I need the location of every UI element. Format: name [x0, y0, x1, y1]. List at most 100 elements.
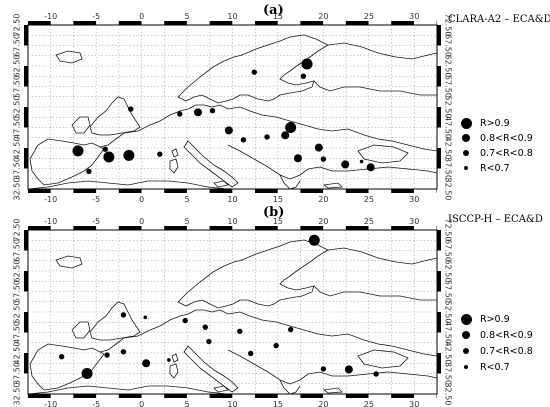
coast-caspian-black-sea — [357, 349, 409, 369]
coast-italy — [183, 345, 239, 393]
station-marker-small — [104, 352, 110, 358]
station-marker-large — [308, 234, 320, 246]
coast-iberia — [29, 146, 105, 186]
legend-item-r-0-7-0-8: 0.7<R<0.8 — [458, 344, 533, 358]
station-marker-small — [128, 106, 134, 112]
panel-a-title: CLARA-A2 – ECA&D — [448, 14, 550, 25]
legend-label: R<0.7 — [480, 162, 510, 174]
station-marker-small — [120, 349, 127, 355]
lon-tick-label-top: -10 — [44, 217, 57, 226]
map-b-graticule — [28, 230, 437, 394]
lon-tick-label-bottom: 10 — [227, 195, 237, 204]
lon-tick-label-top: 15 — [273, 12, 283, 21]
map-a-dashed-border — [24, 21, 441, 193]
station-marker-medium — [293, 154, 302, 163]
lat-tick-label-right: 52.50 — [444, 96, 453, 119]
lon-tick-label-bottom: 20 — [318, 400, 328, 407]
station-marker-large — [301, 58, 313, 70]
station-marker-small — [157, 151, 163, 157]
station-marker-medium — [366, 163, 375, 172]
coast-iceland — [55, 50, 83, 64]
lat-tick-label-right: 72.50 — [444, 219, 453, 242]
legend-item-r-lt-0-7: R<0.7 — [458, 360, 510, 374]
lon-tick-label-top: 25 — [364, 12, 374, 21]
coast-continent — [29, 104, 438, 160]
station-marker-small — [102, 146, 108, 152]
lat-tick-label-right: 47.50 — [444, 321, 453, 344]
lon-tick-label-bottom: 5 — [185, 400, 190, 407]
station-marker-medium — [341, 160, 350, 169]
station-marker-tiny — [143, 315, 148, 320]
panel-b-title: ISCCP-H – ECA&D — [448, 214, 543, 225]
station-marker-small — [247, 350, 254, 357]
lon-tick-label-bottom: 30 — [409, 195, 419, 204]
station-marker-small — [320, 366, 327, 372]
coast-caspian-black-sea — [357, 144, 409, 164]
station-marker-small — [251, 69, 258, 75]
lat-tick-label-left: 72.50 — [13, 14, 22, 37]
coast-corsica — [171, 353, 179, 363]
lat-tick-label-right: 32.50 — [444, 178, 453, 201]
coast-iceland — [55, 255, 83, 269]
lon-tick-label-top: 5 — [185, 217, 190, 226]
legend-item-r-gt-0-9: R>0.9 — [458, 116, 510, 130]
legend-small-dot-icon — [463, 348, 469, 354]
map-b-stations — [58, 234, 379, 379]
coast-balkans — [227, 349, 438, 385]
station-marker-small — [202, 324, 208, 330]
coast-balkans — [227, 144, 438, 180]
legend-tiny-dot-icon — [464, 166, 468, 170]
panel-b-label: (b) — [263, 205, 285, 220]
lat-tick-label-left: 47.50 — [13, 116, 22, 139]
coast-corsica — [171, 148, 179, 158]
station-marker-medium — [193, 108, 202, 117]
lon-tick-label-top: 20 — [318, 217, 328, 226]
lat-tick-label-left: 62.50 — [13, 55, 22, 78]
coast-ireland — [71, 116, 91, 134]
station-marker-small — [240, 137, 247, 143]
station-marker-tiny — [167, 358, 171, 362]
lat-tick-label-right: 32.50 — [444, 383, 453, 406]
legend-label: R>0.9 — [480, 117, 510, 129]
legend-item-r-lt-0-7: R<0.7 — [458, 161, 510, 175]
lat-tick-label-right: 52.50 — [444, 301, 453, 324]
station-marker-medium — [281, 131, 290, 140]
lon-tick-label-top: -5 — [92, 217, 100, 226]
lon-tick-label-bottom: 0 — [139, 400, 144, 407]
legend-label: R<0.7 — [480, 361, 510, 373]
coast-sicily — [213, 385, 229, 393]
legend-label: 0.7<R<0.8 — [480, 147, 533, 159]
station-marker-small — [209, 107, 216, 114]
lat-tick-label-left: 37.50 — [13, 157, 22, 180]
map-a-stations — [72, 58, 375, 175]
station-marker-medium — [142, 359, 151, 368]
lat-tick-label-left: 42.50 — [13, 342, 22, 365]
lon-tick-label-bottom: 10 — [227, 400, 237, 407]
lat-tick-label-right: 62.50 — [444, 260, 453, 283]
lon-tick-label-bottom: 0 — [139, 195, 144, 204]
lat-tick-label-right: 42.50 — [444, 137, 453, 160]
legend-label: 0.7<R<0.8 — [480, 345, 533, 357]
station-marker-medium — [344, 365, 353, 374]
station-marker-small — [177, 111, 183, 117]
lat-tick-label-left: 67.50 — [13, 239, 22, 262]
station-marker-small — [86, 168, 92, 175]
legend-label: 0.8<R<0.9 — [480, 329, 533, 341]
coast-sardinia — [169, 158, 179, 174]
lon-tick-label-bottom: 25 — [364, 400, 374, 407]
station-marker-medium — [314, 143, 323, 152]
panel-a-label: (a) — [263, 3, 284, 18]
lon-tick-label-top: 15 — [273, 217, 283, 226]
station-marker-small — [287, 326, 294, 333]
coast-finland-russia — [313, 42, 438, 96]
station-marker-small — [373, 371, 379, 377]
coast-great-britain — [89, 96, 141, 136]
station-marker-tiny — [359, 159, 364, 164]
lon-tick-label-bottom: -10 — [44, 195, 57, 204]
lon-tick-label-top: 30 — [409, 217, 419, 226]
coast-sardinia — [169, 363, 179, 379]
lat-tick-label-right: 72.50 — [444, 14, 453, 37]
